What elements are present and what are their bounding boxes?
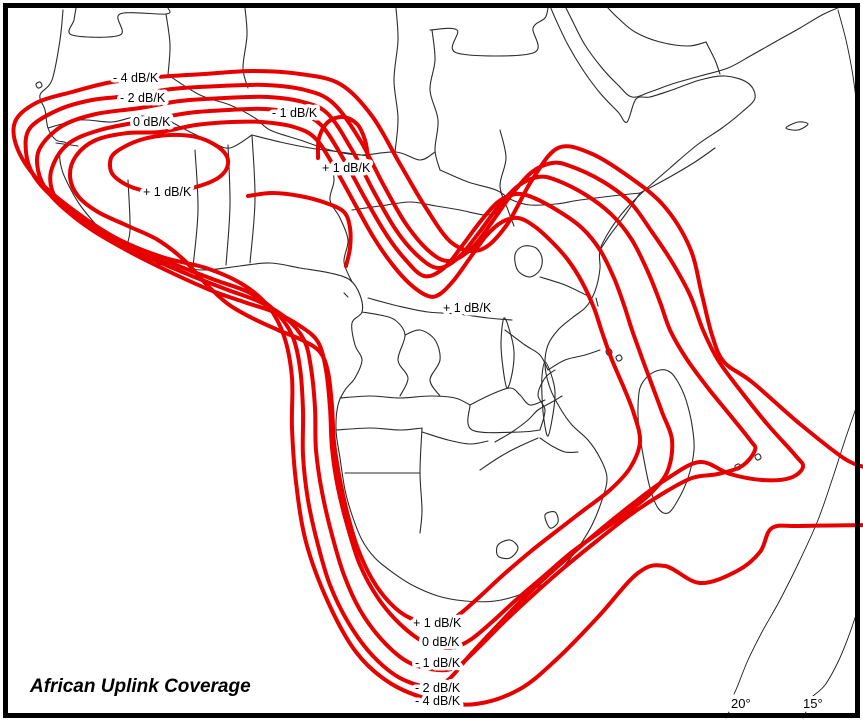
border-island-mauritius [754,453,762,461]
contour-label: + 1 dB/K [413,616,462,630]
beam-contour [11,69,863,707]
contour-label: + 1 dB/K [143,185,192,199]
beam-contour [315,114,370,160]
beam-contour [48,106,675,651]
border-border-katanga [537,369,556,431]
border-border-benin [249,134,256,264]
border-border-eth-somalia [639,147,716,194]
meridian-line [837,9,857,99]
border-border-zimbabwe-s [539,437,579,453]
contour-label: + 1 dB/K [322,161,371,175]
border-swaziland [544,511,559,529]
beam-contour [107,132,231,194]
contour-label: - 4 dB/K [113,71,159,85]
border-border-angola-namibia [335,427,423,431]
border-island-socotra [785,121,809,131]
border-lake-malawi [541,361,556,437]
border-lake-victoria [514,245,543,278]
border-border-drc-zambia [469,387,546,406]
map-title: African Uplink Coverage [29,676,251,697]
border-border-botswana-sa [479,437,539,471]
border-island-comoros-2 [615,354,623,362]
border-border-kenya-tanzania [539,276,591,298]
longitude-label: 20° [731,696,751,711]
beam-contour [67,119,643,625]
contour-label: - 1 dB/K [415,656,461,670]
border-border-mauritania [68,7,171,38]
border-border-namibia-botswana-v [419,427,423,534]
border-border-angola-zambia [467,404,541,434]
contour-label: - 2 dB/K [415,681,461,695]
border-lesotho [495,539,519,560]
border-coast-arabia [564,5,841,98]
meridian-line [812,611,858,697]
border-lake-tanganyika [500,317,515,389]
border-border-arabia-2 [705,41,721,75]
contour-label: + 1 dB/K [443,301,492,315]
border-border-kenya-somalia [599,192,641,251]
border-border-mali-niger [242,7,249,89]
contour-label: 0 dB/K [422,635,460,649]
border-border-drc-north [367,297,513,321]
border-border-congo-drc [404,329,441,397]
border-border-caprivi [421,431,489,445]
border-border-niger-nigeria [251,134,369,157]
border-border-sahel-long [167,74,436,161]
beam-contour [246,191,353,268]
border-border-sudan-step [429,7,549,57]
border-border-ghana-w [192,149,199,268]
longitude-label: 15° [803,696,823,711]
border-border-mali-algeria [165,13,171,76]
contour-label: - 1 dB/K [272,106,318,120]
border-border-southsudan-kenya [439,169,641,206]
border-border-tanzania-zambia [504,329,549,371]
border-border-chad-niger [393,7,399,153]
border-border-nigeria-cameroon [329,157,353,283]
border-border-eth-sudan [499,129,515,227]
border-border-arabia-1 [607,7,707,47]
contour-labels-layer: - 4 dB/K- 2 dB/K0 dB/K- 1 dB/K+ 1 dB/K+ … [110,68,826,715]
map-frame [3,3,860,718]
border-border-zimbabwe-w [494,395,563,443]
beam-contours-layer [11,69,863,707]
contour-label: 0 dB/K [133,115,171,129]
contour-label: - 4 dB/K [415,694,461,708]
contour-label: - 2 dB/K [120,91,166,105]
border-island-capeverde-1 [35,81,43,89]
border-border-tanzania-south [547,349,601,371]
country-borders-layer [35,5,841,603]
border-island-bioko [343,292,349,298]
border-island-zanzibar [595,297,599,307]
border-border-drc-angola [339,395,471,406]
meridian-line [733,407,857,695]
